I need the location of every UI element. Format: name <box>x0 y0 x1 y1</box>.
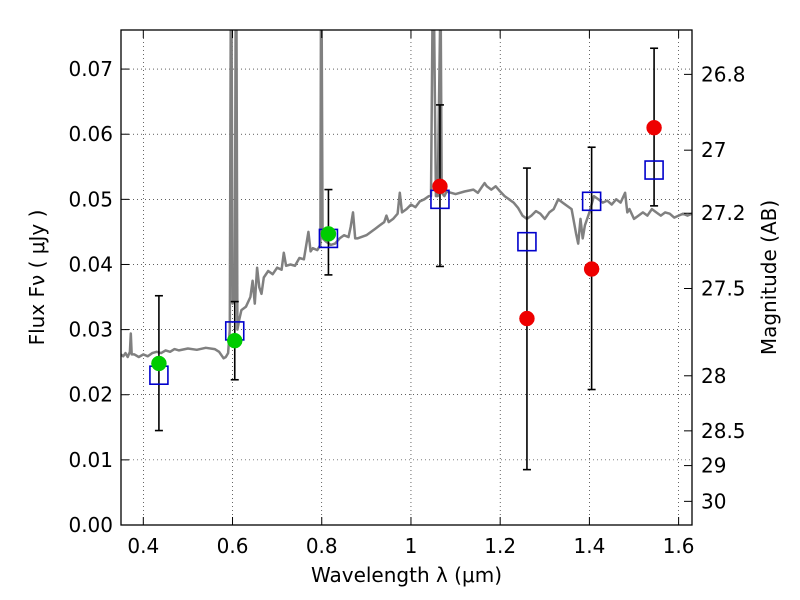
model-photometry-square <box>517 231 537 252</box>
y2-tick-label: 28 <box>701 364 726 388</box>
observed-point <box>227 332 243 349</box>
y-axis-label: Flux Fν ( μJy ) <box>25 210 49 346</box>
observed-point <box>432 178 448 195</box>
y2-tick-label: 29 <box>701 454 726 478</box>
x-tick-label: 1.2 <box>484 534 516 558</box>
y2-tick-label: 30 <box>701 489 726 513</box>
x-tick-label: 1 <box>405 534 418 558</box>
x-tick-label: 0.8 <box>306 534 338 558</box>
x-tick-label: 1.6 <box>663 534 695 558</box>
y-tick-label: 0.07 <box>68 57 113 81</box>
x-tick-label: 0.6 <box>217 534 249 558</box>
y2-tick-label: 27.2 <box>701 201 746 225</box>
y-tick-label: 0.04 <box>68 252 113 276</box>
y2-tick-label: 28.5 <box>701 419 746 443</box>
grid <box>121 30 692 525</box>
y2-tick-label: 27.5 <box>701 277 746 301</box>
spectrum-line <box>121 30 692 360</box>
y-tick-label: 0.06 <box>68 122 113 146</box>
y2-axis-label: Magnitude (AB) <box>757 200 781 355</box>
y-tick-label: 0.00 <box>68 513 113 537</box>
y-tick-label: 0.02 <box>68 383 113 407</box>
marker-layer <box>149 119 664 385</box>
y2-tick-label: 27 <box>701 138 726 162</box>
observed-point <box>646 119 662 136</box>
tick-layer: 0.4 0.6 0.8 1 1.2 1.4 1.6 0.00 0.01 0.02 0.03 0.04 0… <box>68 30 746 558</box>
model-photometry-square <box>581 191 602 212</box>
y-tick-label: 0.01 <box>68 448 113 472</box>
y-tick-label: 0.03 <box>68 318 113 342</box>
model-photometry-square <box>644 160 664 180</box>
x-tick-label: 0.4 <box>127 534 159 558</box>
x-tick-label: 1.4 <box>573 534 605 558</box>
x-axis-label: Wavelength λ (μm) <box>311 563 502 587</box>
observed-point <box>151 355 167 372</box>
spectrum-layer <box>121 30 692 360</box>
observed-point <box>519 310 535 327</box>
observed-point <box>583 261 600 277</box>
plot-frame <box>120 29 693 526</box>
y-tick-label: 0.05 <box>68 187 113 211</box>
observed-point <box>320 226 337 242</box>
y2-tick-label: 26.8 <box>701 62 746 86</box>
